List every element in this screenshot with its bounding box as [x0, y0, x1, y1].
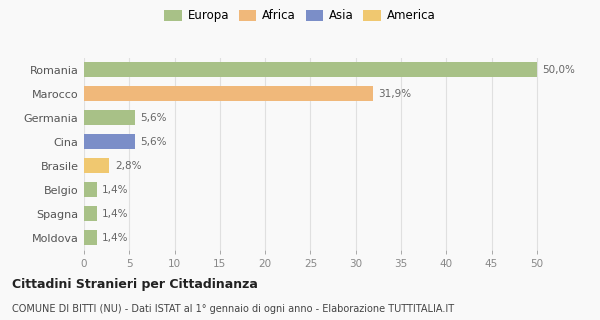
Text: 1,4%: 1,4%	[102, 209, 128, 219]
Bar	[84, 86, 373, 101]
Text: 1,4%: 1,4%	[102, 233, 128, 243]
Bar	[84, 206, 97, 221]
Text: COMUNE DI BITTI (NU) - Dati ISTAT al 1° gennaio di ogni anno - Elaborazione TUTT: COMUNE DI BITTI (NU) - Dati ISTAT al 1° …	[12, 304, 454, 314]
Bar	[84, 158, 109, 173]
Text: 1,4%: 1,4%	[102, 185, 128, 195]
Bar	[84, 62, 537, 77]
Bar	[84, 230, 97, 245]
Bar	[84, 134, 135, 149]
Legend: Europa, Africa, Asia, America: Europa, Africa, Asia, America	[161, 6, 439, 26]
Text: 50,0%: 50,0%	[542, 65, 575, 75]
Text: 5,6%: 5,6%	[140, 137, 167, 147]
Text: 2,8%: 2,8%	[115, 161, 141, 171]
Bar	[84, 110, 135, 125]
Text: Cittadini Stranieri per Cittadinanza: Cittadini Stranieri per Cittadinanza	[12, 278, 258, 292]
Bar	[84, 182, 97, 197]
Text: 5,6%: 5,6%	[140, 113, 167, 123]
Text: 31,9%: 31,9%	[379, 89, 412, 99]
